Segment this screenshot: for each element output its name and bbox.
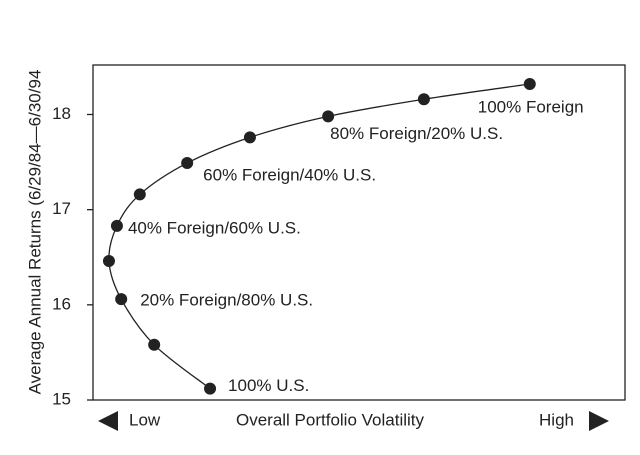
y-tick-label: 16 xyxy=(52,294,71,313)
data-point xyxy=(243,131,256,144)
low-arrow xyxy=(98,411,118,431)
y-axis-label: Average Annual Returns (6/29/84—6/30/94 xyxy=(25,70,44,395)
point-annotation: 40% Foreign/60% U.S. xyxy=(128,218,301,237)
data-point xyxy=(417,93,430,106)
x-low-label: Low xyxy=(129,410,161,429)
data-point xyxy=(110,219,123,232)
data-point xyxy=(133,188,146,201)
point-annotation: 80% Foreign/20% U.S. xyxy=(330,124,503,143)
frontier-line xyxy=(108,83,530,390)
point-annotation: 20% Foreign/80% U.S. xyxy=(140,291,313,310)
data-point xyxy=(148,338,161,351)
y-tick-label: 15 xyxy=(52,389,71,408)
data-point xyxy=(204,382,217,395)
x-high-label: High xyxy=(539,410,574,429)
plot-frame xyxy=(92,64,626,401)
data-point xyxy=(102,255,115,268)
point-annotation: 100% Foreign xyxy=(478,98,584,117)
point-annotation: 100% U.S. xyxy=(228,376,309,395)
data-point xyxy=(523,78,536,91)
data-point xyxy=(115,293,128,306)
point-annotation: 60% Foreign/40% U.S. xyxy=(203,166,376,185)
data-point xyxy=(322,110,335,123)
high-arrow xyxy=(589,411,609,431)
y-tick-label: 18 xyxy=(52,104,71,123)
data-point xyxy=(181,157,194,170)
y-tick-label: 17 xyxy=(52,199,71,218)
x-axis-label: Overall Portfolio Volatility xyxy=(236,410,425,429)
